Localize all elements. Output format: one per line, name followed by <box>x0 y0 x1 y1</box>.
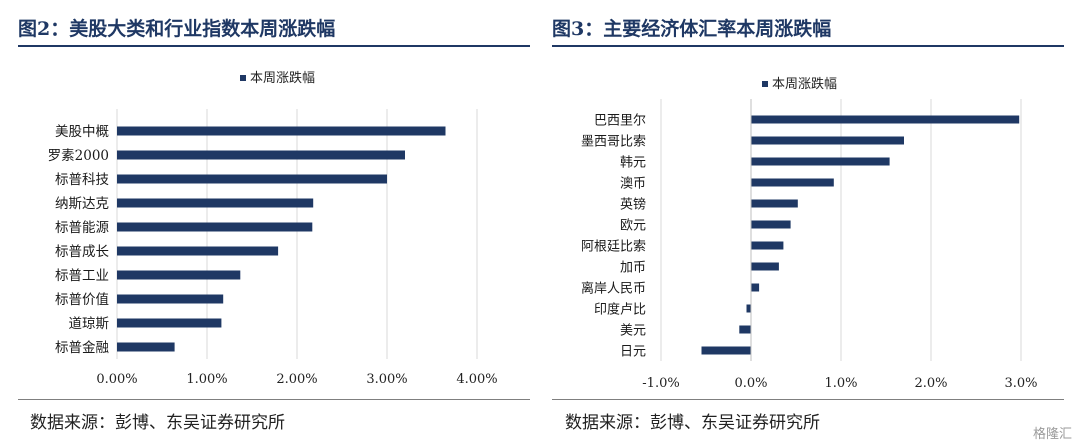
right-category-label: 印度卢比 <box>594 302 646 318</box>
left-bar <box>117 198 314 208</box>
right-category-label: 日元 <box>620 345 646 360</box>
left-bar <box>117 318 222 328</box>
right-bar <box>751 199 798 208</box>
left-chart-title: 图2：美股大类和行业指数本周涨跌幅 <box>18 18 336 40</box>
left-title-rule <box>18 45 530 47</box>
left-category-label: 道琼斯 <box>69 316 110 332</box>
left-source-note: 数据来源：彭博、东吴证券研究所 <box>30 413 285 433</box>
left-legend-label: 本周涨跌幅 <box>250 70 315 86</box>
right-source-rule <box>552 399 1064 400</box>
left-bar <box>117 174 387 184</box>
left-legend-swatch <box>240 75 246 81</box>
right-bar <box>701 346 751 355</box>
left-category-label: 标普金融 <box>55 340 109 356</box>
left-category-label: 标普能源 <box>55 220 109 236</box>
left-bar <box>117 270 241 280</box>
right-bar <box>751 283 760 292</box>
left-bar <box>117 294 224 304</box>
right-bar <box>751 262 779 271</box>
right-bar <box>751 241 784 250</box>
right-bar <box>739 325 751 334</box>
right-source-note: 数据来源：彭博、东吴证券研究所 <box>565 413 820 433</box>
right-category-label: 欧元 <box>620 219 646 234</box>
left-bar <box>117 342 175 352</box>
right-bar <box>746 304 751 313</box>
left-category-label: 标普科技 <box>55 172 109 188</box>
left-category-label: 罗素2000 <box>48 148 109 164</box>
right-x-tick-label: 2.0% <box>914 376 947 391</box>
left-x-tick-label: 2.00% <box>276 372 317 387</box>
right-category-label: 澳币 <box>620 176 646 192</box>
right-bar <box>751 178 834 187</box>
right-x-tick-label: 3.0% <box>1004 376 1037 391</box>
right-bar <box>751 157 890 166</box>
left-category-label: 标普成长 <box>55 244 109 260</box>
right-category-label: 美元 <box>620 324 646 339</box>
right-category-label: 离岸人民币 <box>581 281 646 297</box>
right-title-rule <box>552 45 1064 47</box>
left-category-label: 纳斯达克 <box>55 196 109 212</box>
left-x-tick-label: 0.00% <box>96 372 137 387</box>
left-category-label: 标普工业 <box>55 268 109 284</box>
left-bar <box>117 246 279 256</box>
left-source-rule <box>18 399 530 400</box>
right-x-tick-label: -1.0% <box>642 376 679 391</box>
right-bar <box>751 220 791 229</box>
left-bar <box>117 222 313 232</box>
left-x-tick-label: 3.00% <box>366 372 407 387</box>
right-legend-swatch <box>762 81 768 87</box>
left-bar <box>117 150 405 160</box>
right-category-label: 加币 <box>620 261 646 276</box>
right-x-tick-label: 0.0% <box>734 376 767 391</box>
right-x-tick-label: 1.0% <box>824 376 857 391</box>
right-bar <box>751 115 1020 124</box>
right-category-label: 阿根廷比索 <box>581 240 646 255</box>
right-legend-label: 本周涨跌幅 <box>772 76 837 92</box>
right-category-label: 巴西里尔 <box>594 114 646 129</box>
right-category-label: 英镑 <box>620 197 646 213</box>
right-category-label: 墨西哥比索 <box>581 135 646 150</box>
right-chart-title: 图3：主要经济体汇率本周涨跌幅 <box>552 18 832 40</box>
left-category-label: 标普价值 <box>55 292 109 308</box>
right-category-label: 韩元 <box>620 156 646 171</box>
watermark: 格隆汇 <box>1032 427 1072 442</box>
left-x-tick-label: 4.00% <box>456 372 497 387</box>
left-bar <box>117 126 446 136</box>
left-category-label: 美股中概 <box>55 124 109 140</box>
left-x-tick-label: 1.00% <box>186 372 227 387</box>
right-bar <box>751 136 904 145</box>
